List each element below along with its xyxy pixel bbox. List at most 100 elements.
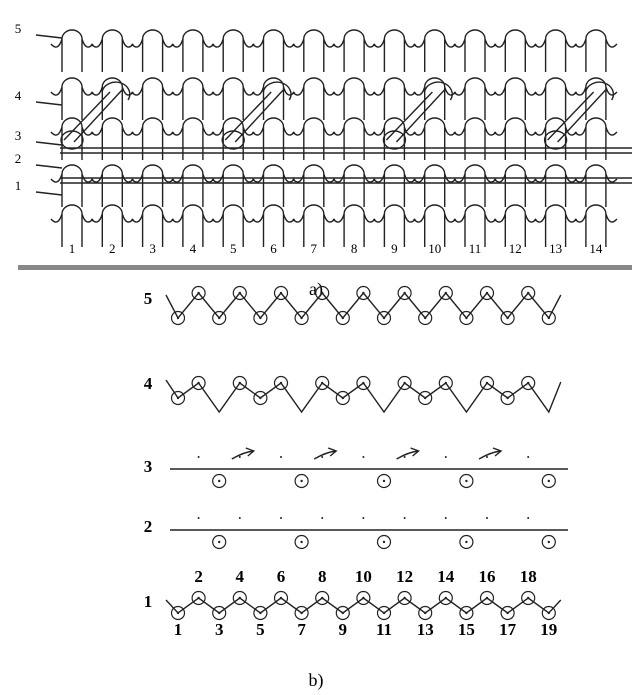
- stitch: [191, 375, 206, 391]
- caption-b: b): [309, 670, 324, 691]
- row-label: 3: [144, 457, 153, 476]
- loop: [50, 29, 94, 72]
- loop: [251, 164, 296, 207]
- needle-dot: [197, 291, 200, 295]
- needle-dot: [527, 291, 530, 295]
- stitch: [170, 605, 186, 621]
- tuck: [547, 81, 615, 143]
- needle-dot: [362, 381, 365, 385]
- stitch: [479, 285, 495, 301]
- stitch: [459, 473, 474, 489]
- row-label: 5: [144, 289, 153, 308]
- tuck: [385, 81, 453, 143]
- column-label: 4: [190, 241, 197, 256]
- stitch: [335, 310, 350, 326]
- loop: [332, 164, 376, 207]
- column-label: 5: [230, 241, 237, 256]
- stitch: [418, 605, 433, 621]
- needle-dot: [382, 540, 386, 544]
- stitch: [253, 310, 268, 326]
- needle-dot: [321, 517, 324, 519]
- row-label: 2: [144, 517, 153, 536]
- needle-number: 9: [339, 620, 348, 639]
- needle-dot: [259, 396, 262, 400]
- loop: [574, 164, 618, 207]
- stitch: [315, 285, 330, 301]
- needle-dot: [465, 316, 468, 320]
- needle-dot: [197, 381, 200, 385]
- column-label: 11: [469, 241, 482, 256]
- needle-dot: [259, 316, 262, 320]
- column-label: 6: [270, 241, 277, 256]
- tuck-loop: [221, 130, 245, 150]
- stitch: [500, 605, 515, 621]
- needle-number: 3: [215, 620, 224, 639]
- loop: [131, 29, 175, 72]
- needle-dot: [444, 517, 447, 519]
- stitch: [315, 590, 330, 606]
- needle-dot: [362, 291, 365, 295]
- loop: [453, 29, 497, 72]
- stitch: [418, 390, 433, 406]
- row-label: 1: [144, 592, 153, 611]
- loop: [534, 77, 578, 120]
- stitch: [356, 590, 371, 606]
- loop: [292, 77, 336, 120]
- column-label: 8: [351, 241, 358, 256]
- loop: [574, 77, 618, 120]
- needle-dot: [321, 381, 324, 385]
- stitch: [170, 390, 186, 406]
- needle-dot: [176, 611, 180, 615]
- needle-dot: [279, 381, 283, 385]
- stitch: [232, 285, 247, 301]
- yarn-end: [35, 141, 63, 146]
- loop: [413, 164, 457, 207]
- needle-dot: [444, 291, 447, 295]
- needle-dot: [176, 316, 180, 320]
- needle-number: 19: [540, 620, 557, 639]
- loop: [574, 29, 618, 72]
- needle-dot: [321, 596, 324, 600]
- loop: [292, 29, 336, 72]
- loop: [50, 77, 94, 120]
- loop: [453, 77, 497, 120]
- loop: [90, 29, 134, 72]
- stitch: [438, 375, 453, 391]
- needle-dot: [279, 596, 283, 600]
- stitch: [191, 590, 206, 606]
- stitch: [212, 605, 227, 621]
- row-label: 3: [15, 128, 22, 143]
- yarn-end: [35, 191, 63, 196]
- loop: [171, 77, 215, 120]
- loop: [332, 29, 376, 72]
- needle-dot: [362, 456, 365, 458]
- needle-dot: [238, 517, 241, 519]
- needle-dot: [218, 611, 221, 615]
- stitch: [521, 590, 536, 606]
- column-label: 14: [589, 241, 603, 256]
- needle-number: 17: [499, 620, 517, 639]
- loop: [171, 29, 215, 72]
- needle-dot: [403, 291, 406, 295]
- needle-dot: [341, 396, 344, 400]
- stitch: [376, 534, 392, 550]
- stitch: [294, 605, 309, 621]
- needle-dot: [547, 316, 550, 320]
- needle-dot: [403, 596, 406, 600]
- tuck: [224, 81, 292, 143]
- stitch: [294, 473, 309, 489]
- loop: [251, 29, 296, 72]
- stitch: [212, 534, 227, 550]
- needle-dot: [300, 316, 303, 320]
- stitch: [521, 285, 536, 301]
- needle-dot: [527, 517, 530, 519]
- stitch: [212, 473, 227, 489]
- row-label: 2: [15, 151, 22, 166]
- stitch: [273, 285, 289, 301]
- needle-dot: [218, 540, 221, 544]
- loop: [372, 164, 416, 207]
- loop: [574, 117, 618, 160]
- needle-number: 4: [236, 567, 245, 586]
- stitch: [397, 590, 412, 606]
- loop: [211, 29, 255, 72]
